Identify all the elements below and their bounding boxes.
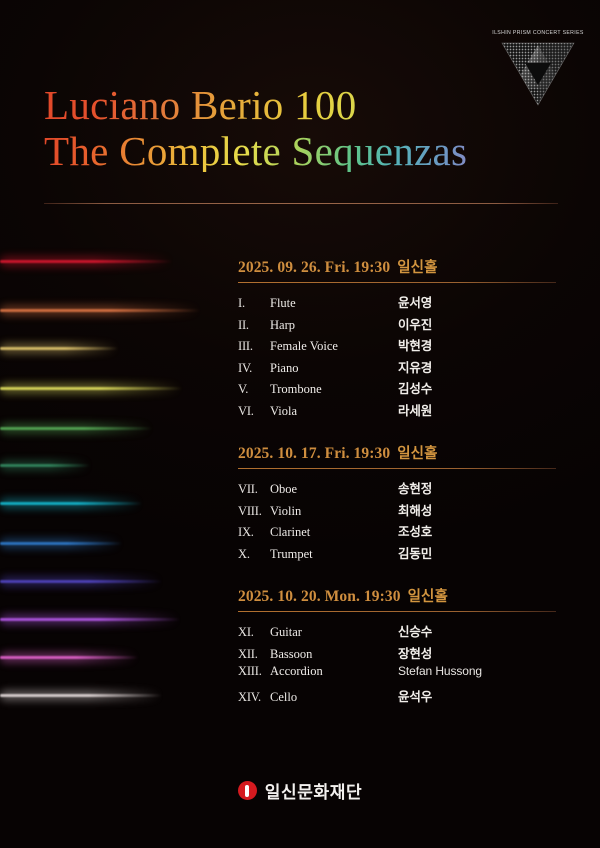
light-streak xyxy=(0,309,200,312)
series-logo-label: ILSHIN PRISM CONCERT SERIES xyxy=(492,30,584,36)
light-streak xyxy=(0,464,90,467)
session-divider xyxy=(238,468,556,469)
piece-instrument: Cello xyxy=(270,689,298,704)
piece-instrument: Oboe xyxy=(270,482,298,496)
programme-row: IV. Piano 지유경 xyxy=(238,357,568,379)
programme-row: X. Trumpet 김동민 xyxy=(238,543,568,565)
piece-performer: 송현정 xyxy=(398,482,433,496)
piece-instrument: Guitar xyxy=(270,625,302,639)
programme-row: XIII. Accordion Stefan Hussong xyxy=(238,664,568,686)
session-venue: 일신홀 xyxy=(397,446,438,462)
piece-performer: 김동민 xyxy=(398,546,433,561)
piece-performer: 신승수 xyxy=(398,625,433,639)
programme-row: XI. Guitar 신승수 xyxy=(238,621,568,643)
piece-number: V. xyxy=(238,382,249,396)
piece-performer: 장현성 xyxy=(398,646,433,661)
footer: 일신문화재단 xyxy=(0,778,600,803)
piece-number: X. xyxy=(238,546,250,561)
programme-row: VII. Oboe 송현정 xyxy=(238,478,568,500)
programme-row: V. Trombone 김성수 xyxy=(238,378,568,400)
piece-performer: 조성호 xyxy=(398,525,433,539)
light-streak xyxy=(0,618,180,621)
piece-instrument: Trumpet xyxy=(270,546,313,561)
programme-row: XIV. Cello 윤석우 xyxy=(238,686,568,708)
piece-instrument: Bassoon xyxy=(270,646,313,661)
title-divider xyxy=(44,203,558,204)
page-title-line-2: The Complete Sequenzas xyxy=(44,129,574,173)
piece-instrument: Piano xyxy=(270,360,299,375)
programme-row: VIII. Violin 최해성 xyxy=(238,500,568,522)
session-datetime: 2025. 10. 17. Fri. 19:30 xyxy=(238,445,391,462)
piece-number: XIII. xyxy=(238,664,262,678)
session-datetime: 2025. 10. 20. Mon. 19:30 xyxy=(238,588,401,605)
session-header: 2025. 10. 17. Fri. 19:30 일신홀 xyxy=(238,442,568,468)
programme-session: 2025. 10. 17. Fri. 19:30 일신홀 VII. Oboe 송현정 VI… xyxy=(238,442,568,564)
piece-instrument: Violin xyxy=(270,503,302,518)
piece-number: XI. xyxy=(238,625,254,639)
light-streak xyxy=(0,260,172,263)
piece-number: IV. xyxy=(238,360,253,375)
piece-number: VII. xyxy=(238,482,258,496)
piece-instrument: Harp xyxy=(270,317,295,332)
light-streak xyxy=(0,580,162,583)
session-header: 2025. 10. 20. Mon. 19:30 일신홀 xyxy=(238,585,568,611)
piece-performer: 지유경 xyxy=(398,360,433,375)
session-datetime: 2025. 09. 26. Fri. 19:30 xyxy=(238,259,391,276)
title-block: Luciano Berio 100 The Complete Sequenzas xyxy=(44,84,574,172)
piece-number: IX. xyxy=(238,525,254,539)
piece-number: XII. xyxy=(238,646,258,661)
piece-performer: 박현경 xyxy=(398,339,433,353)
foundation-name: 일신문화재단 xyxy=(264,783,363,802)
piece-performer: 윤석우 xyxy=(398,689,433,704)
programme-row: XII. Bassoon 장현성 xyxy=(238,643,568,665)
piece-performer: 이우진 xyxy=(398,317,433,332)
light-streak xyxy=(0,502,142,505)
piece-instrument: Clarinet xyxy=(270,525,311,539)
light-streak xyxy=(0,694,162,697)
ilshin-foundation-mark-icon xyxy=(237,781,257,800)
programme-session: 2025. 09. 26. Fri. 19:30 일신홀 I. Flute 윤서영 II.… xyxy=(238,256,568,421)
piece-number: VI. xyxy=(238,403,254,418)
light-streak xyxy=(0,427,152,430)
session-divider xyxy=(238,611,556,612)
piece-instrument: Flute xyxy=(270,296,296,310)
light-streak xyxy=(0,542,122,545)
prism-triangle-icon xyxy=(501,42,575,106)
session-venue: 일신홀 xyxy=(397,260,438,276)
piece-performer: Stefan Hussong xyxy=(398,664,482,678)
piece-performer: 라세원 xyxy=(398,403,433,418)
programme-row: II. Harp 이우진 xyxy=(238,314,568,336)
programme-list: 2025. 09. 26. Fri. 19:30 일신홀 I. Flute 윤서영 II.… xyxy=(238,256,568,728)
piece-instrument: Viola xyxy=(270,403,298,418)
session-header: 2025. 09. 26. Fri. 19:30 일신홀 xyxy=(238,256,568,282)
page-title-line-1: Luciano Berio 100 xyxy=(44,84,574,127)
series-logo: ILSHIN PRISM CONCERT SERIES xyxy=(492,30,584,108)
programme-row: VI. Viola 라세원 xyxy=(238,400,568,422)
piece-performer: 김성수 xyxy=(398,382,433,396)
piece-number: III. xyxy=(238,339,253,353)
piece-instrument: Trombone xyxy=(270,382,322,396)
light-streaks-decoration xyxy=(0,252,230,752)
light-streak xyxy=(0,387,182,390)
session-venue: 일신홀 xyxy=(407,589,448,605)
piece-number: I. xyxy=(238,296,245,310)
piece-performer: 최해성 xyxy=(398,503,433,518)
programme-session: 2025. 10. 20. Mon. 19:30 일신홀 XI. Guitar 신승수 X… xyxy=(238,585,568,707)
light-streak xyxy=(0,656,138,659)
piece-number: XIV. xyxy=(238,689,261,704)
programme-row: I. Flute 윤서영 xyxy=(238,292,568,314)
piece-number: II. xyxy=(238,317,249,332)
piece-number: VIII. xyxy=(238,503,262,518)
piece-instrument: Accordion xyxy=(270,664,323,678)
programme-row: III. Female Voice 박현경 xyxy=(238,335,568,357)
light-streak xyxy=(0,347,118,350)
programme-row: IX. Clarinet 조성호 xyxy=(238,521,568,543)
piece-performer: 윤서영 xyxy=(398,296,433,310)
piece-instrument: Female Voice xyxy=(270,339,338,353)
session-divider xyxy=(238,282,556,283)
